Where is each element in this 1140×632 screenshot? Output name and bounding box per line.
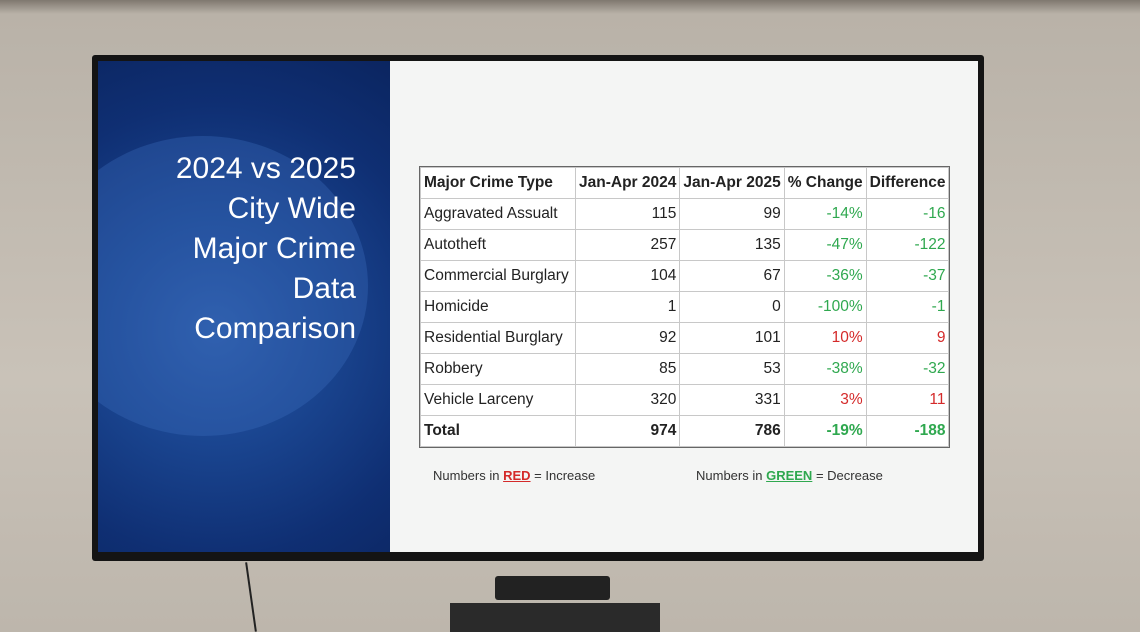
value-cell: -38%: [783, 353, 867, 385]
value-cell: 11: [865, 384, 950, 416]
value-cell: 331: [679, 384, 785, 416]
header-cell: % Change: [783, 167, 867, 199]
value-cell: -100%: [783, 291, 867, 323]
label-cell: Homicide: [420, 291, 576, 323]
legend-keyword: RED: [503, 468, 531, 483]
slide-left-panel: 2024 vs 2025 City Wide Major Crime Data Comp…: [98, 61, 390, 552]
value-cell: -1: [865, 291, 950, 323]
label-cell: Robbery: [420, 353, 576, 385]
slide-title: 2024 vs 2025 City Wide Major Crime Data Comp…: [176, 149, 356, 349]
value-cell: -47%: [783, 229, 867, 261]
value-cell: 9: [865, 322, 950, 354]
decor-circle: [98, 136, 368, 436]
value-cell: -19%: [783, 415, 867, 447]
value-cell: 104: [574, 260, 681, 292]
value-cell: 974: [574, 415, 681, 447]
label-cell: Vehicle Larceny: [420, 384, 576, 416]
header-cell: Jan-Apr 2024: [574, 167, 681, 199]
title-line: 2024 vs 2025: [175, 152, 356, 185]
value-cell: -122: [865, 229, 950, 261]
legend-item: Numbers in GREEN = Decrease: [696, 468, 883, 483]
label-cell: Autotheft: [420, 229, 576, 261]
value-cell: -188: [865, 415, 950, 447]
legend-suffix: = Increase: [534, 468, 596, 483]
value-cell: 92: [574, 322, 681, 354]
data-row: Commercial Burglary 104 67 -36% -37: [420, 260, 950, 292]
value-cell: 85: [574, 353, 681, 385]
header-cell: Jan-Apr 2025: [679, 167, 785, 199]
value-cell: -37: [865, 260, 950, 292]
legend-prefix: Numbers in: [696, 468, 763, 483]
shelf: [450, 603, 660, 632]
value-cell: -14%: [783, 198, 867, 230]
title-line: Data: [292, 272, 356, 305]
label-cell: Residential Burglary: [420, 322, 576, 354]
value-cell: 786: [679, 415, 785, 447]
legend-keyword: GREEN: [766, 468, 813, 483]
value-cell: 53: [679, 353, 785, 385]
data-row: Aggravated Assualt 115 99 -14% -16: [420, 198, 950, 230]
value-cell: -36%: [783, 260, 867, 292]
label-cell: Total: [420, 415, 576, 447]
label-cell: Aggravated Assualt: [420, 198, 576, 230]
value-cell: 320: [574, 384, 681, 416]
data-row: Autotheft 257 135 -47% -122: [420, 229, 950, 261]
value-cell: 115: [574, 198, 681, 230]
title-line: City Wide: [227, 192, 356, 225]
value-cell: -16: [865, 198, 950, 230]
data-row: Homicide 1 0 -100% -1: [420, 291, 950, 323]
value-cell: 135: [679, 229, 785, 261]
title-line: Major Crime: [192, 232, 356, 265]
label-cell: Commercial Burglary: [420, 260, 576, 292]
title-line: Comparison: [194, 312, 356, 345]
value-cell: 257: [574, 229, 681, 261]
header-row: Major Crime Type Jan-Apr 2024 Jan-Apr 2025…: [420, 167, 950, 199]
legend-prefix: Numbers in: [433, 468, 500, 483]
slide-right-panel: Major Crime Type Jan-Apr 2024 Jan-Apr 2025…: [390, 61, 978, 552]
legend-suffix: = Decrease: [815, 468, 883, 483]
value-cell: 101: [679, 322, 785, 354]
value-cell: 1: [574, 291, 681, 323]
data-row: Robbery 85 53 -38% -32: [420, 353, 950, 385]
header-cell: Difference: [865, 167, 950, 199]
value-cell: 99: [679, 198, 785, 230]
value-cell: 10%: [783, 322, 867, 354]
crime-table: Major Crime Type Jan-Apr 2024 Jan-Apr 2025…: [418, 166, 951, 448]
value-cell: 67: [679, 260, 785, 292]
value-cell: 3%: [783, 384, 867, 416]
data-row: Vehicle Larceny 320 331 3% 11: [420, 384, 950, 416]
device: [495, 576, 610, 600]
legend-item: Numbers in RED = Increase: [433, 468, 595, 483]
value-cell: 0: [679, 291, 785, 323]
data-row: Residential Burglary 92 101 10% 9: [420, 322, 950, 354]
value-cell: -32: [865, 353, 950, 385]
cable: [245, 562, 257, 632]
total-row: Total 974 786 -19% -188: [420, 415, 950, 447]
header-cell: Major Crime Type: [420, 167, 576, 199]
